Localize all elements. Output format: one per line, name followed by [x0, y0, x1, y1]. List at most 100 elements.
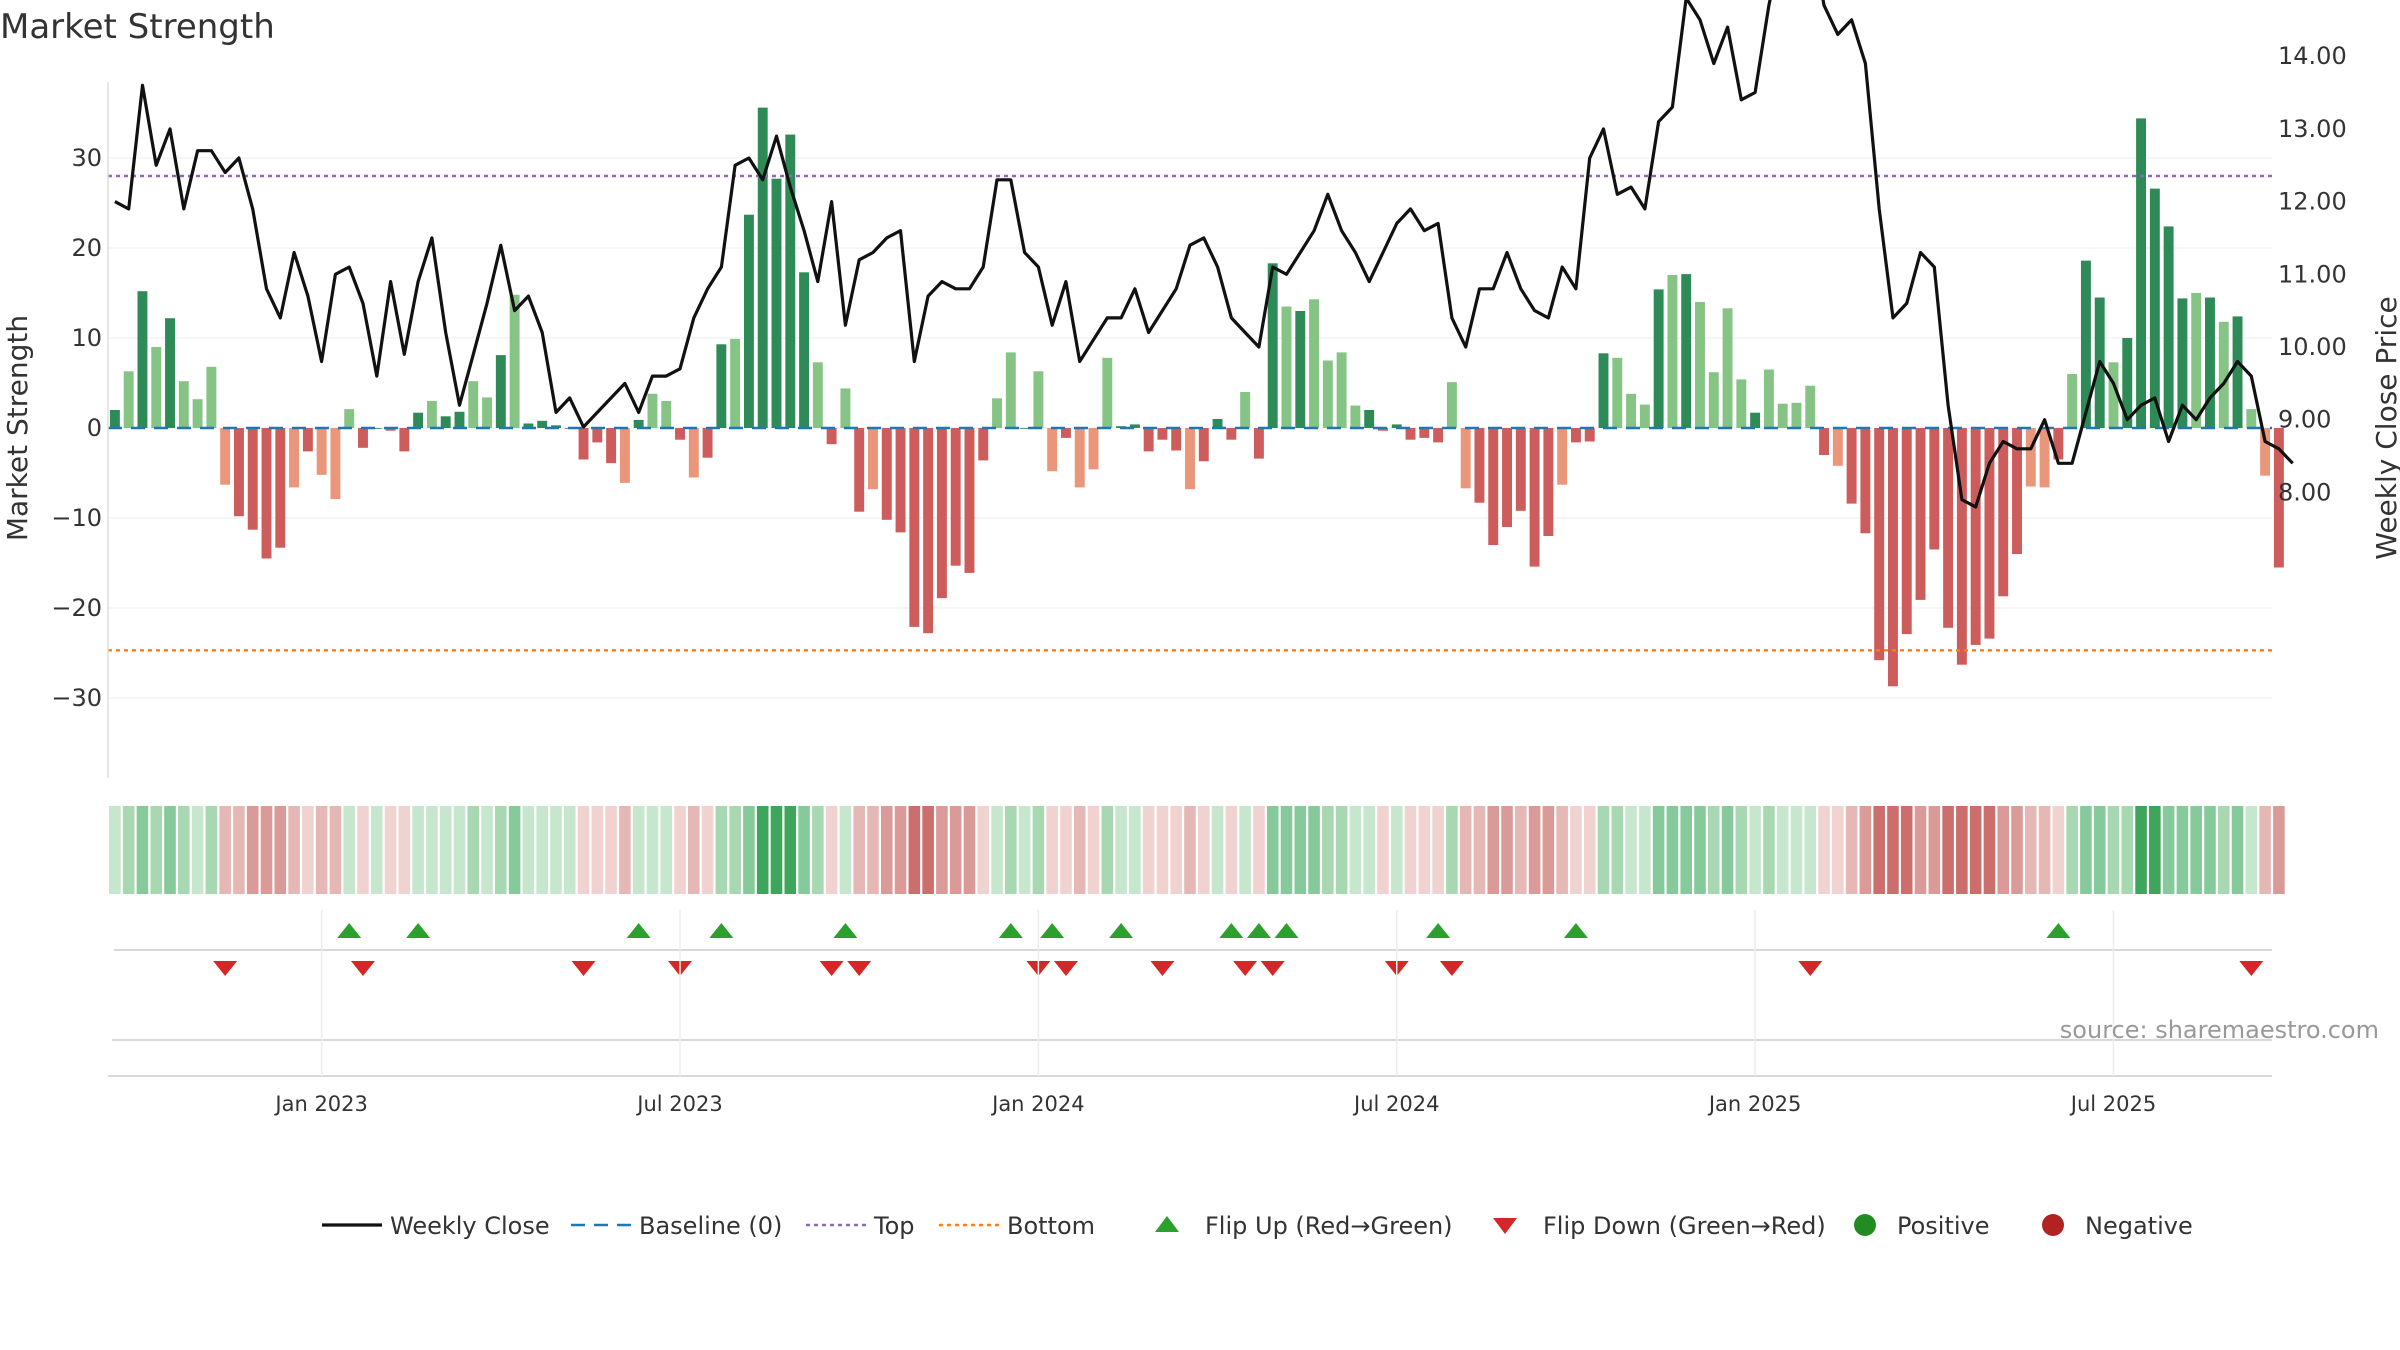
heat-cell-73: [1115, 806, 1127, 894]
strength-bar-123: [1805, 385, 1816, 428]
strength-bar-107: [1584, 428, 1595, 442]
heat-cell-82: [1239, 806, 1251, 894]
y-axis-ticks: 30 20 10 0 −10 −20 −30: [51, 144, 102, 712]
strength-bar-152: [2205, 297, 2215, 428]
legend-icon-flip-down: [1493, 1218, 1517, 1234]
strength-bar-21: [399, 428, 410, 452]
flip-down-marker-5: [847, 961, 872, 976]
heat-cell-115: [1694, 806, 1706, 894]
heat-cell-55: [867, 806, 879, 894]
strength-bar-98: [1460, 428, 1471, 489]
weekly-close-line: [114, 0, 2294, 509]
strength-bar-3: [151, 347, 162, 428]
strength-bar-48: [771, 178, 782, 428]
strength-bar-9: [233, 428, 244, 517]
strength-bar-122: [1791, 402, 1802, 428]
flip-down-marker-1: [350, 961, 375, 976]
heat-cell-151: [2190, 806, 2202, 894]
heat-cell-45: [729, 806, 741, 894]
flip-up-marker-3: [709, 923, 734, 938]
strength-bar-22: [413, 412, 424, 428]
heat-cell-140: [2038, 806, 2051, 894]
heat-cell-108: [1597, 806, 1610, 894]
legend-label-4: Flip Up (Red→Green): [1205, 1212, 1453, 1240]
strength-bar-133: [1943, 428, 1954, 628]
heat-cell-51: [812, 806, 824, 894]
heat-cell-1: [122, 806, 135, 894]
strength-bar-103: [1529, 428, 1540, 567]
strength-bar-14: [302, 428, 313, 452]
flip-up-marker-11: [1426, 923, 1451, 938]
flip-up-marker-1: [406, 923, 431, 938]
heat-cell-6: [191, 806, 204, 894]
heat-cell-89: [1335, 806, 1348, 894]
strength-bar-25: [454, 411, 465, 428]
heat-cell-116: [1707, 806, 1720, 894]
heat-cell-7: [205, 806, 218, 894]
strength-bar-96: [1433, 428, 1444, 443]
heat-cell-4: [164, 806, 176, 894]
heat-cell-120: [1763, 806, 1775, 894]
y2-axis-label: Weekly Close Price: [2370, 296, 2400, 559]
strength-bar-129: [1887, 428, 1898, 687]
heat-cell-14: [302, 806, 314, 894]
heat-cell-56: [880, 806, 893, 894]
y-tick-label-3: 0: [87, 414, 102, 442]
heat-cell-68: [1046, 806, 1058, 894]
strength-bar-61: [950, 428, 961, 566]
heat-cell-156: [2259, 806, 2271, 894]
heat-cell-105: [1556, 806, 1568, 894]
heat-cell-109: [1611, 806, 1624, 894]
heat-cell-50: [798, 806, 810, 894]
strength-bar-130: [1901, 428, 1912, 635]
heat-cell-131: [1914, 806, 1927, 894]
strength-bar-119: [1750, 412, 1761, 428]
flip-up-marker-0: [337, 923, 362, 938]
heat-cell-133: [1942, 806, 1954, 894]
strength-bar-78: [1185, 428, 1195, 490]
heat-cell-147: [2135, 806, 2147, 894]
strength-bar-36: [606, 428, 617, 464]
heat-cell-43: [701, 806, 714, 894]
strength-bar-50: [799, 272, 810, 428]
strength-bar-89: [1336, 352, 1347, 428]
strength-bar-58: [909, 428, 920, 627]
strength-bar-113: [1667, 275, 1678, 428]
strength-bar-95: [1419, 428, 1430, 438]
heat-cell-48: [770, 806, 783, 894]
heat-cell-59: [922, 806, 934, 894]
strength-bar-93: [1391, 424, 1402, 428]
flip-up-marker-6: [1040, 923, 1065, 938]
heat-cell-134: [1956, 806, 1968, 894]
heat-cell-41: [674, 806, 686, 894]
legend-label-0: Weekly Close: [390, 1212, 550, 1240]
heat-cell-139: [2025, 806, 2037, 894]
heat-cell-34: [577, 806, 590, 894]
strength-bar-69: [1060, 428, 1071, 438]
strength-bar-4: [165, 318, 175, 428]
strength-bar-32: [550, 425, 561, 428]
strength-bar-127: [1860, 428, 1871, 534]
strength-bar-67: [1033, 371, 1044, 428]
legend-label-5: Flip Down (Green→Red): [1543, 1212, 1826, 1240]
strength-bar-41: [675, 428, 685, 440]
source-note: source: sharemaestro.com: [2060, 1016, 2379, 1044]
strength-bar-55: [868, 428, 878, 490]
heat-cell-10: [246, 806, 259, 894]
heat-cell-31: [536, 806, 548, 894]
strength-bar-49: [785, 134, 796, 428]
heat-cell-15: [315, 806, 328, 894]
y-tick-label-4: −10: [51, 504, 102, 532]
heat-cell-49: [784, 806, 797, 894]
heat-cell-2: [136, 806, 149, 894]
strength-bars: [109, 107, 2284, 687]
strength-bar-111: [1639, 404, 1650, 428]
strength-bar-150: [2177, 298, 2188, 428]
strength-bar-81: [1226, 428, 1237, 440]
heat-cell-44: [715, 806, 728, 894]
heat-cell-130: [1900, 806, 1913, 894]
heat-cell-46: [743, 806, 755, 894]
strength-bar-114: [1681, 274, 1692, 428]
weekly-close-series: [114, 0, 2294, 509]
